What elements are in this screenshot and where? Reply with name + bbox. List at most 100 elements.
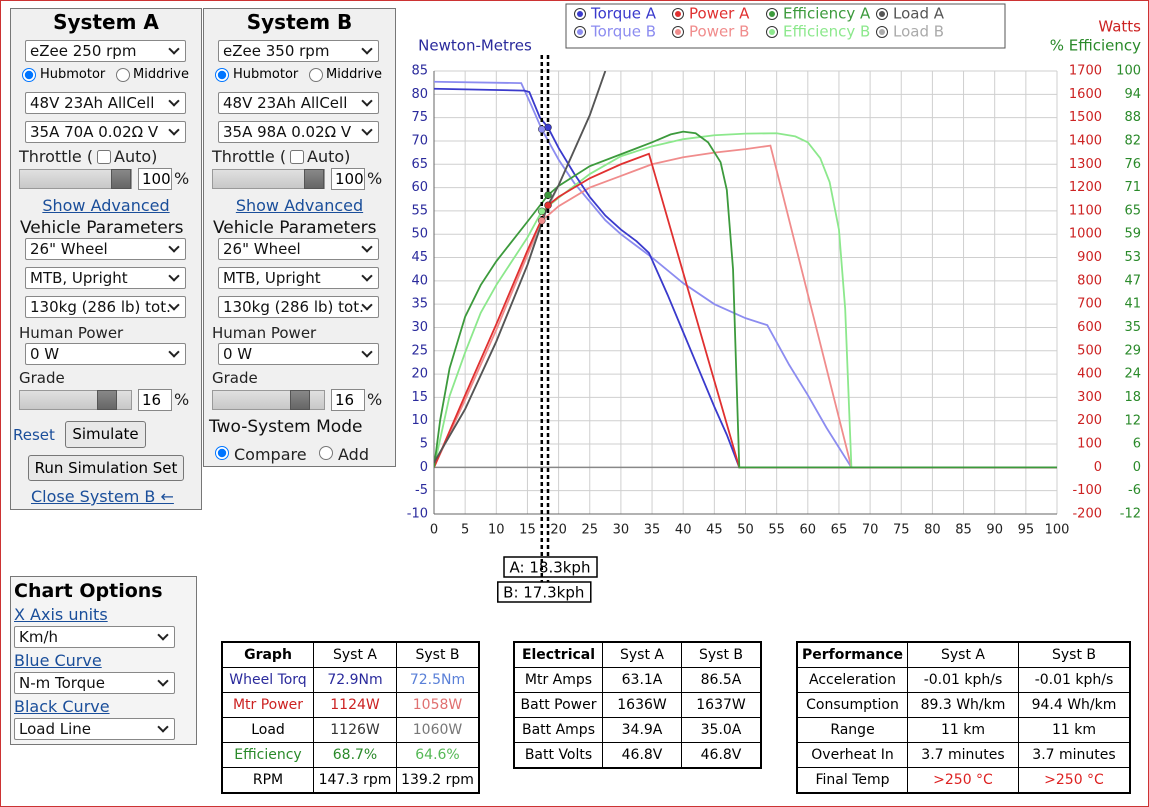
cursor-dot bbox=[544, 191, 552, 199]
cell: 1058W bbox=[396, 692, 480, 718]
select[interactable]: Load Line bbox=[14, 718, 175, 740]
radio-middrive[interactable] bbox=[309, 68, 323, 82]
select[interactable]: 26" Wheel bbox=[25, 238, 186, 260]
x-tick-label: 80 bbox=[924, 523, 941, 538]
radio-add[interactable] bbox=[319, 446, 333, 460]
y-tick-label: 25 bbox=[411, 343, 428, 358]
cell: Mtr Power bbox=[221, 692, 314, 718]
y3-tick-label: 12 bbox=[1124, 413, 1141, 428]
legend-dot bbox=[879, 11, 885, 17]
y-tick-label: 65 bbox=[411, 157, 428, 172]
cell: Overheat In bbox=[796, 742, 908, 768]
slider-thumb[interactable] bbox=[111, 169, 131, 189]
slider[interactable] bbox=[212, 169, 325, 189]
number-input[interactable]: 16 bbox=[331, 389, 365, 411]
run-set-button[interactable]: Run Simulation Set bbox=[28, 455, 184, 481]
y3-tick-label: 88 bbox=[1124, 110, 1141, 125]
label: Human Power bbox=[19, 324, 124, 342]
x-tick-label: 85 bbox=[955, 523, 972, 538]
auto-checkbox[interactable] bbox=[97, 150, 111, 164]
slider-thumb[interactable] bbox=[290, 390, 310, 410]
select[interactable]: eZee 350 rpm bbox=[218, 40, 379, 62]
y-tick-label: 50 bbox=[411, 227, 428, 242]
x-tick-label: 90 bbox=[986, 523, 1003, 538]
number-input[interactable]: 100 bbox=[138, 168, 172, 190]
select[interactable]: 48V 23Ah AllCell bbox=[218, 92, 379, 114]
cell: Batt Power bbox=[513, 692, 603, 718]
show-advanced-link[interactable]: Show Advanced bbox=[235, 196, 364, 215]
y-tick-label: 20 bbox=[411, 367, 428, 382]
radio-hubmotor[interactable] bbox=[215, 68, 229, 82]
select[interactable]: Km/h bbox=[14, 626, 175, 648]
radio-compare[interactable] bbox=[215, 446, 229, 460]
legend-label: Torque B bbox=[590, 23, 656, 41]
select[interactable]: 35A 98A 0.02Ω V bbox=[218, 121, 379, 143]
radio-middrive[interactable] bbox=[116, 68, 130, 82]
slider-thumb[interactable] bbox=[97, 390, 117, 410]
radio-label: Middrive bbox=[326, 67, 382, 82]
y3-tick-label: 18 bbox=[1124, 390, 1141, 405]
show-advanced-link[interactable]: Show Advanced bbox=[42, 196, 170, 215]
y3-tick-label: 41 bbox=[1124, 297, 1141, 312]
y-tick-label: -5 bbox=[415, 483, 428, 498]
auto-checkbox[interactable] bbox=[290, 150, 304, 164]
number-input[interactable]: 100 bbox=[331, 168, 365, 190]
select[interactable]: 130kg (286 lb) tot. bbox=[25, 296, 186, 318]
select[interactable]: 26" Wheel bbox=[218, 238, 379, 260]
label: Human Power bbox=[212, 324, 317, 342]
cell: 1060W bbox=[396, 717, 480, 743]
option-label[interactable]: X Axis units bbox=[14, 605, 108, 624]
slider[interactable] bbox=[212, 390, 325, 410]
number-input[interactable]: 16 bbox=[138, 389, 172, 411]
legend-label: Load A bbox=[893, 5, 945, 23]
y2-tick-label: 900 bbox=[1077, 250, 1102, 265]
select[interactable]: 0 W bbox=[25, 343, 186, 365]
series-line bbox=[434, 130, 1057, 469]
slider[interactable] bbox=[19, 390, 132, 410]
select[interactable]: 0 W bbox=[218, 343, 379, 365]
x-tick-label: 45 bbox=[706, 523, 723, 538]
select[interactable]: MTB, Upright bbox=[218, 267, 379, 289]
y3-tick-label: 53 bbox=[1124, 250, 1141, 265]
x-tick-label: 70 bbox=[862, 523, 879, 538]
y2-tick-label: 0 bbox=[1094, 460, 1102, 475]
select[interactable]: 48V 23Ah AllCell bbox=[25, 92, 186, 114]
legend-dot bbox=[769, 29, 775, 35]
option-label[interactable]: Blue Curve bbox=[14, 651, 102, 670]
cell: >250 °C bbox=[907, 767, 1019, 794]
select[interactable]: eZee 250 rpm bbox=[25, 40, 186, 62]
close-b-link[interactable]: Close System B ← bbox=[31, 487, 174, 506]
header-cell: Syst B bbox=[681, 641, 762, 668]
legend-dot bbox=[879, 29, 885, 35]
y2-tick-label: 300 bbox=[1077, 390, 1102, 405]
header-cell: Syst A bbox=[907, 641, 1019, 668]
y3-tick-label: 24 bbox=[1124, 367, 1141, 382]
radio-label: Hubmotor bbox=[233, 67, 299, 82]
option-label[interactable]: Black Curve bbox=[14, 697, 110, 716]
select[interactable]: 35A 70A 0.02Ω V bbox=[25, 121, 186, 143]
x-tick-label: 50 bbox=[737, 523, 754, 538]
y3-tick-label: 94 bbox=[1124, 87, 1141, 102]
cell: 3.7 minutes bbox=[1018, 742, 1131, 768]
y2-tick-label: 1700 bbox=[1069, 64, 1102, 79]
slider-thumb[interactable] bbox=[304, 169, 324, 189]
simulate-button[interactable]: Simulate bbox=[65, 421, 146, 448]
cell: Wheel Torq bbox=[221, 667, 314, 693]
y3-axis-title: % Efficiency bbox=[1050, 37, 1141, 55]
y2-tick-label: 1100 bbox=[1069, 203, 1102, 218]
y-tick-label: 40 bbox=[411, 273, 428, 288]
select[interactable]: N-m Torque bbox=[14, 672, 175, 694]
y2-tick-label: 1500 bbox=[1069, 110, 1102, 125]
cell: 1637W bbox=[681, 692, 762, 718]
select[interactable]: 130kg (286 lb) tot. bbox=[218, 296, 379, 318]
legend-dot bbox=[769, 11, 775, 17]
section-title: Vehicle Parameters bbox=[213, 218, 377, 238]
cell: Load bbox=[221, 717, 314, 743]
y-tick-label: 55 bbox=[411, 203, 428, 218]
select[interactable]: MTB, Upright bbox=[25, 267, 186, 289]
cell: 34.9A bbox=[602, 717, 682, 743]
y-tick-label: 75 bbox=[411, 110, 428, 125]
slider[interactable] bbox=[19, 169, 132, 189]
reset-link[interactable]: Reset bbox=[13, 426, 55, 444]
radio-hubmotor[interactable] bbox=[22, 68, 36, 82]
